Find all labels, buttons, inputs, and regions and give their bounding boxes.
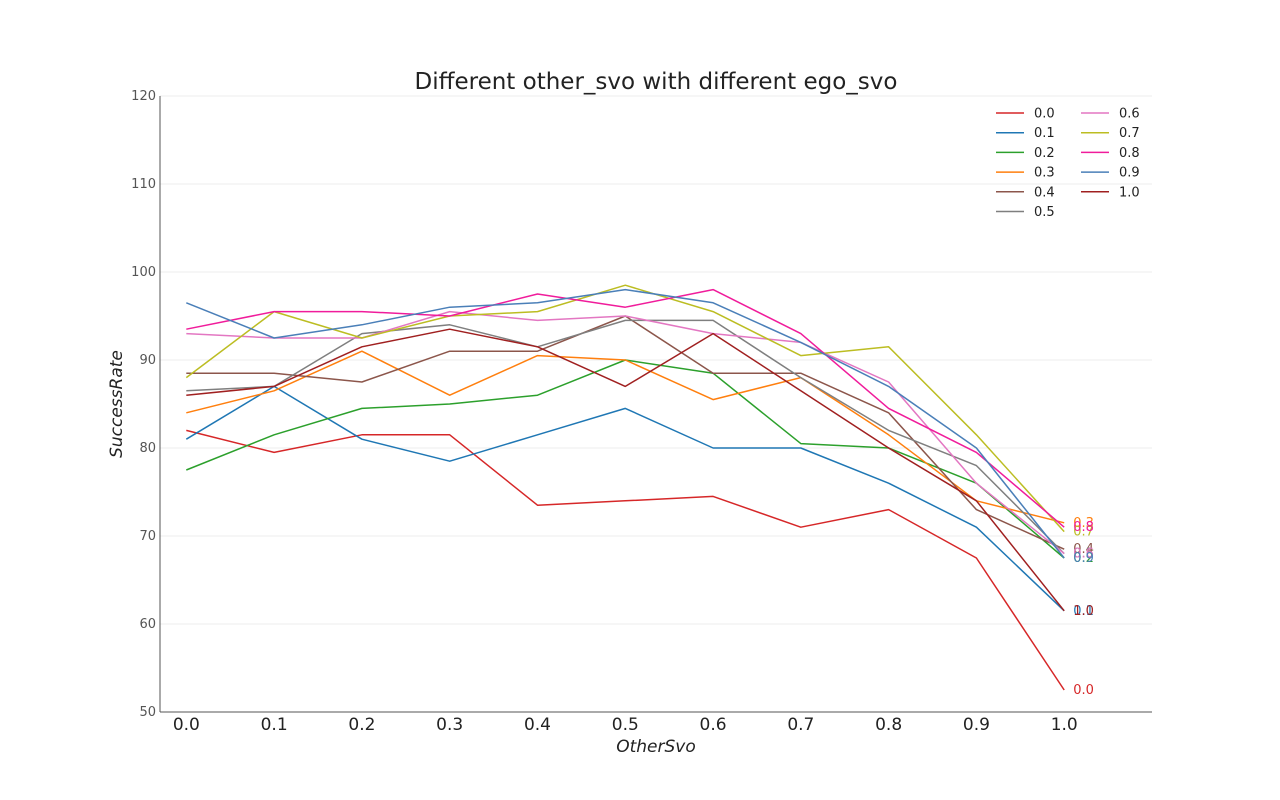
x-tick-label: 0.6 xyxy=(700,715,727,735)
end-label-0.4: 0.4 xyxy=(1073,542,1094,557)
x-tick-label: 0.2 xyxy=(348,715,375,735)
legend-label-0.5: 0.5 xyxy=(1034,205,1055,220)
legend-label-0.7: 0.7 xyxy=(1119,126,1140,141)
y-tick-label: 90 xyxy=(139,353,156,368)
axes xyxy=(159,96,1152,713)
legend-label-0.1: 0.1 xyxy=(1034,126,1055,141)
x-ticks: 0.0 0.1 0.2 0.3 0.4 0.5 0.6 0.7 0.8 0.9 1.0 xyxy=(173,715,1078,735)
x-tick-label: 0.1 xyxy=(261,715,288,735)
x-axis-label: OtherSvo xyxy=(616,737,696,757)
series-line-0.8 xyxy=(186,288,1065,528)
end-label-0.7: 0.7 xyxy=(1073,525,1094,540)
x-tick-label: 0.4 xyxy=(524,715,551,735)
x-tick-label: 0.7 xyxy=(787,715,814,735)
y-tick-label: 70 xyxy=(139,529,156,544)
end-label-0.3: 0.3 xyxy=(1073,516,1094,531)
x-tick-label: 0.9 xyxy=(963,715,990,735)
legend-label-0.3: 0.3 xyxy=(1034,166,1055,181)
end-label-1.0: 1.0 xyxy=(1073,604,1094,619)
y-tick-label: 120 xyxy=(131,89,156,104)
series-line-0.1 xyxy=(185,385,1065,612)
x-tick-label: 0.5 xyxy=(612,715,639,735)
chart-title: Different other_svo with different ego_s… xyxy=(415,69,898,95)
legend-label-0.9: 0.9 xyxy=(1119,166,1140,181)
x-tick-label: 0.3 xyxy=(436,715,463,735)
series-line-0.2 xyxy=(186,359,1065,559)
y-tick-label: 110 xyxy=(131,177,156,192)
series-lines xyxy=(185,284,1065,691)
series-line-0.9 xyxy=(186,288,1065,559)
end-label-0.5: 0.5 xyxy=(1073,547,1094,562)
series-end-labels: 0.0 0.1 0.2 0.3 0.40.50.6 0.70.8 0.9 1.0 xyxy=(1073,516,1094,698)
end-label-0.6: 0.6 xyxy=(1073,547,1094,562)
end-label-0.0: 0.0 xyxy=(1073,683,1094,698)
legend-label-1.0: 1.0 xyxy=(1119,185,1140,200)
end-label-0.9: 0.9 xyxy=(1073,551,1094,566)
end-label-0.2: 0.2 xyxy=(1073,551,1094,566)
x-tick-label: 0.0 xyxy=(173,715,200,735)
x-tick-label: 0.8 xyxy=(875,715,902,735)
end-label-0.8: 0.8 xyxy=(1073,520,1094,535)
y-ticks: 50 60 70 80 90 100 110 120 xyxy=(131,89,156,720)
legend: 0.0 0.1 0.2 0.3 0.4 0.5 0.6 0.7 0.8 0.9 1.0 xyxy=(996,107,1140,220)
legend-label-0.6: 0.6 xyxy=(1119,107,1140,122)
y-axis-label: SuccessRate xyxy=(107,350,127,458)
y-tick-label: 80 xyxy=(139,441,156,456)
legend-label-0.8: 0.8 xyxy=(1119,146,1140,161)
grid-lines xyxy=(160,95,1152,625)
legend-label-0.0: 0.0 xyxy=(1034,107,1055,122)
y-tick-label: 100 xyxy=(131,265,156,280)
legend-label-0.2: 0.2 xyxy=(1034,146,1055,161)
end-label-0.1: 0.1 xyxy=(1073,604,1094,619)
legend-label-0.4: 0.4 xyxy=(1034,185,1055,200)
series-line-0.0 xyxy=(186,429,1065,691)
y-tick-label: 60 xyxy=(139,617,156,632)
series-line-1.0 xyxy=(186,328,1065,612)
series-line-0.3 xyxy=(186,350,1065,524)
series-line-0.5 xyxy=(186,319,1065,555)
x-tick-label: 1.0 xyxy=(1051,715,1078,735)
series-line-0.6 xyxy=(186,310,1065,555)
y-tick-label: 50 xyxy=(139,705,156,720)
